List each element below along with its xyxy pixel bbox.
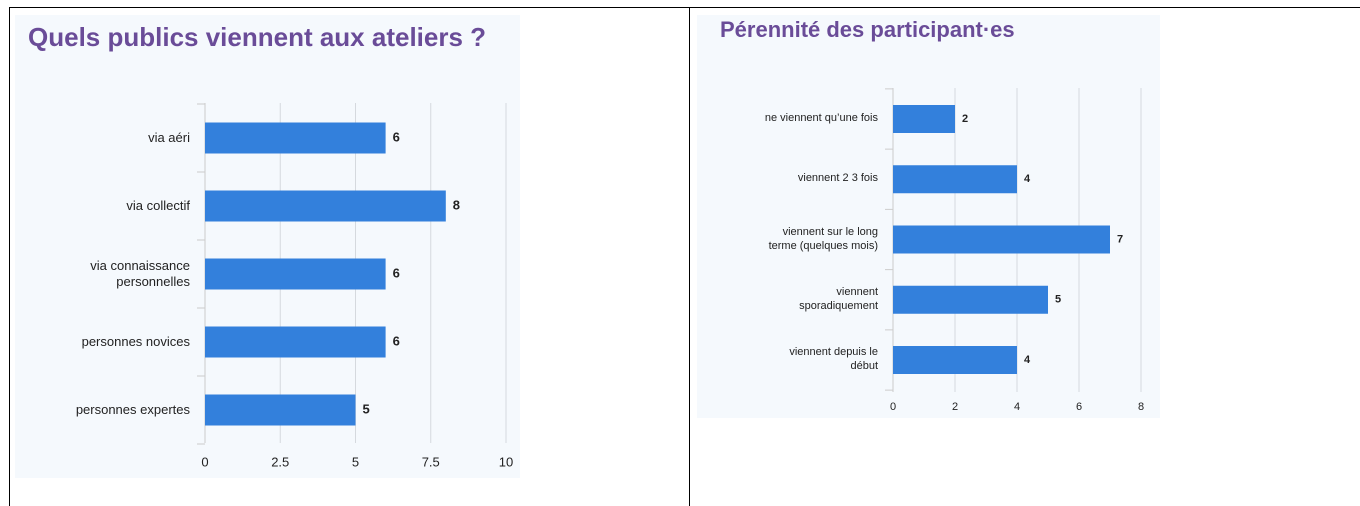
x-tick-label: 6 xyxy=(1076,401,1082,413)
x-tick-label: 5 xyxy=(352,454,359,469)
data-label: 7 xyxy=(1117,233,1123,245)
category-label: viennent sporadiquement xyxy=(799,286,878,312)
x-tick-label: 8 xyxy=(1138,401,1144,413)
x-tick-label: 7.5 xyxy=(422,454,440,469)
table-border xyxy=(9,7,1360,8)
bar xyxy=(893,346,1017,374)
category-label: via aéri xyxy=(148,129,190,145)
chart-title: Quels publics viennent aux ateliers ? xyxy=(28,22,487,52)
data-label: 5 xyxy=(1055,294,1061,306)
chart-title: Pérennité des participant·es xyxy=(720,17,1015,42)
category-label: viennent depuis le début xyxy=(789,346,878,372)
category-label: ne viennent qu’une fois xyxy=(764,112,878,125)
x-tick-label: 0 xyxy=(890,401,896,413)
data-label: 2 xyxy=(962,113,968,125)
x-tick-label: 4 xyxy=(1014,401,1020,413)
bar xyxy=(205,394,356,426)
bar xyxy=(893,105,955,133)
data-label: 6 xyxy=(393,265,400,280)
category-label: via connaissance personnelles xyxy=(90,257,190,289)
table-border xyxy=(689,7,690,506)
data-label: 6 xyxy=(393,129,400,144)
category-label: viennent sur le long terme (quelques moi… xyxy=(768,225,878,252)
data-label: 5 xyxy=(363,401,370,416)
x-tick-label: 10 xyxy=(499,454,513,469)
bar xyxy=(205,190,446,222)
bar xyxy=(893,285,1048,314)
category-label: viennent 2 3 fois xyxy=(797,172,878,185)
category-label: personnes expertes xyxy=(75,401,190,417)
data-label: 8 xyxy=(453,197,460,212)
bar xyxy=(893,225,1110,254)
bar xyxy=(205,326,386,358)
data-label: 4 xyxy=(1024,173,1031,185)
data-label: 4 xyxy=(1024,354,1031,366)
category-label: personnes novices xyxy=(81,333,190,349)
table-border xyxy=(9,7,10,506)
bar xyxy=(893,165,1017,194)
bar xyxy=(205,258,386,290)
x-tick-label: 2 xyxy=(952,401,958,413)
category-label: via collectif xyxy=(126,197,190,213)
data-label: 6 xyxy=(393,333,400,348)
x-tick-label: 0 xyxy=(201,454,208,469)
x-tick-label: 2.5 xyxy=(271,454,289,469)
bar xyxy=(205,122,386,154)
